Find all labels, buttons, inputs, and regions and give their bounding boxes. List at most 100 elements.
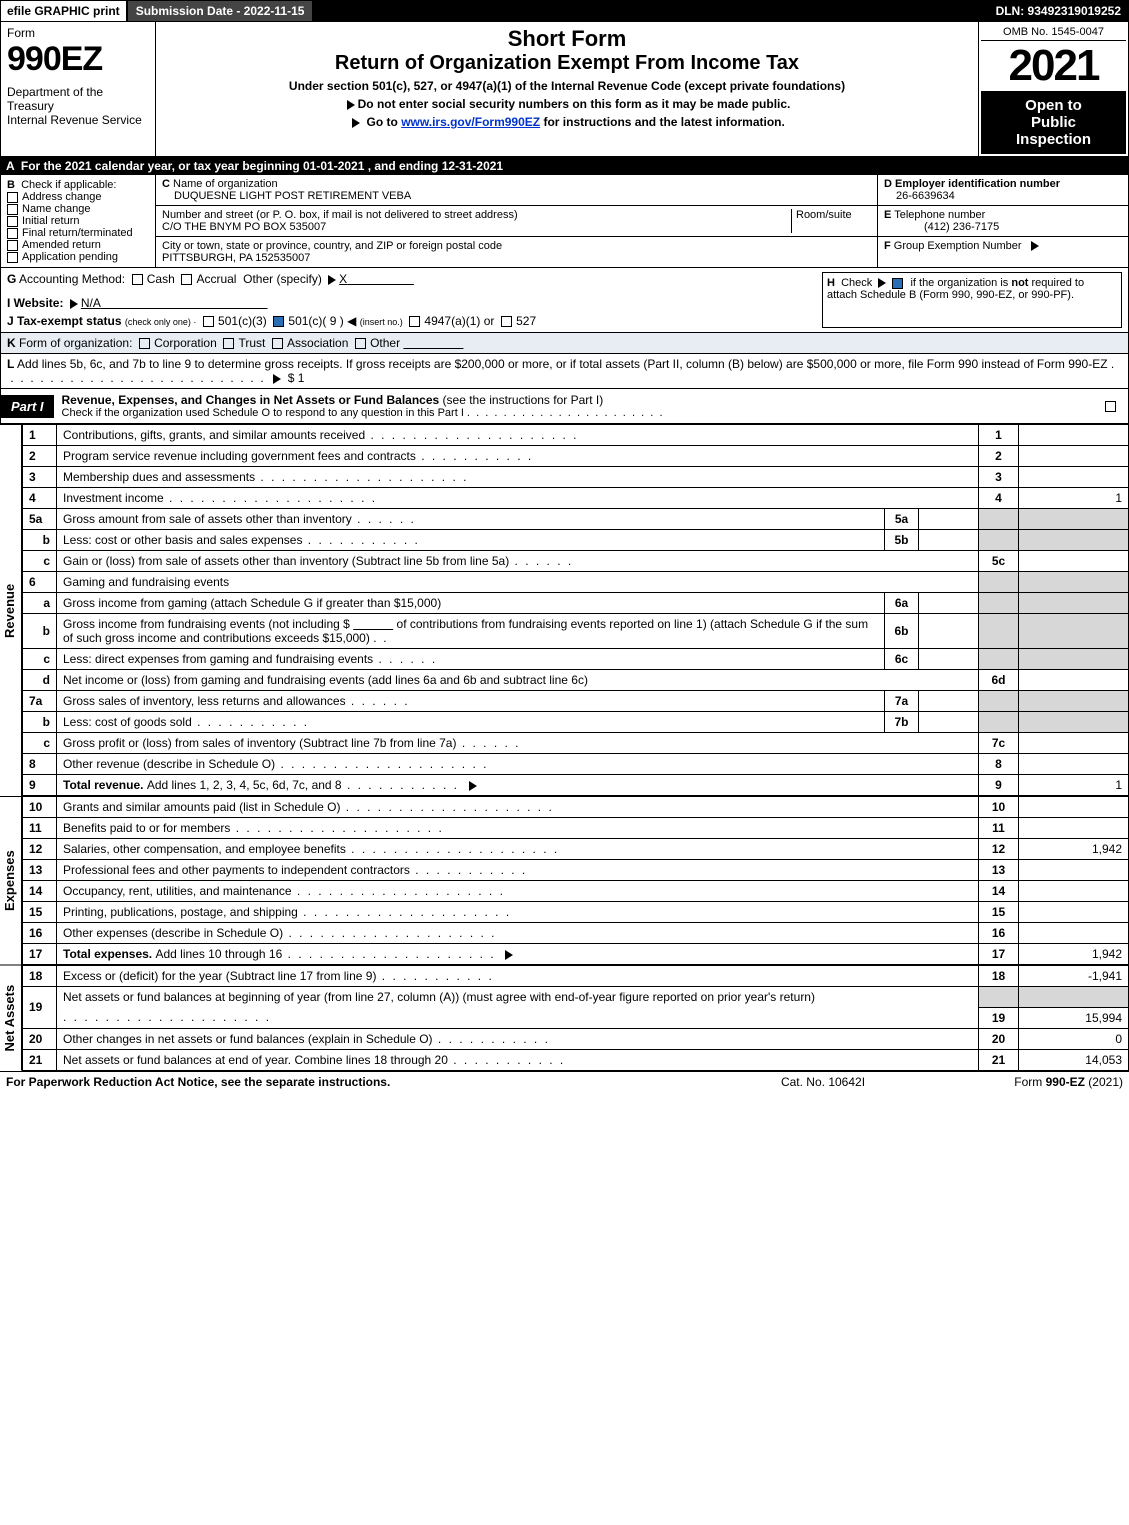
- line-num: c: [23, 733, 57, 754]
- h-pre: Check: [841, 277, 872, 289]
- table-row: 8Other revenue (describe in Schedule O)8: [23, 754, 1129, 775]
- line-ref: 5c: [979, 551, 1019, 572]
- j-o4: 527: [516, 314, 536, 328]
- chk-527[interactable]: [501, 316, 512, 327]
- line-num: b: [23, 530, 57, 551]
- g-label: Accounting Method:: [19, 272, 125, 286]
- r17-bold: Total expenses.: [63, 947, 155, 961]
- line-num: 12: [23, 839, 57, 860]
- line-num: 19: [23, 987, 57, 1029]
- dept-treasury: Department of the Treasury: [7, 85, 149, 113]
- line-ref: 6d: [979, 670, 1019, 691]
- k-o4: Other: [370, 336, 400, 350]
- chk-amended-return[interactable]: [7, 240, 18, 251]
- grey-cell: [1019, 572, 1129, 593]
- table-row: 5aGross amount from sale of assets other…: [23, 509, 1129, 530]
- table-row: bLess: cost or other basis and sales exp…: [23, 530, 1129, 551]
- grey-cell: [1019, 712, 1129, 733]
- chk-part-i-schedule-o[interactable]: [1105, 401, 1116, 412]
- chk-4947[interactable]: [409, 316, 420, 327]
- c-city: City or town, state or province, country…: [156, 237, 878, 267]
- line-val: [1019, 446, 1129, 467]
- chk-name-change[interactable]: [7, 204, 18, 215]
- line-desc: Gross profit or (loss) from sales of inv…: [57, 733, 979, 754]
- header-left: Form 990EZ Department of the Treasury In…: [1, 22, 156, 156]
- line-desc: Other expenses (describe in Schedule O): [57, 923, 979, 944]
- note-goto: Go to www.irs.gov/Form990EZ for instruct…: [162, 115, 972, 129]
- chk-association[interactable]: [272, 338, 283, 349]
- table-row: 18Excess or (deficit) for the year (Subt…: [23, 966, 1129, 987]
- netassets-section: Net Assets 18Excess or (deficit) for the…: [0, 965, 1129, 1071]
- g-other-value: X: [339, 272, 347, 286]
- revenue-section: Revenue 1Contributions, gifts, grants, a…: [0, 424, 1129, 796]
- line-desc: Occupancy, rent, utilities, and maintena…: [57, 881, 979, 902]
- tax-year: 2021: [981, 41, 1126, 91]
- mid-val: [919, 530, 979, 551]
- form-header: Form 990EZ Department of the Treasury In…: [0, 22, 1129, 157]
- line-val: [1019, 551, 1129, 572]
- k-label: Form of organization:: [19, 336, 132, 350]
- chk-accrual[interactable]: [181, 274, 192, 285]
- table-row: cLess: direct expenses from gaming and f…: [23, 649, 1129, 670]
- section-b: B Check if applicable: Address change Na…: [1, 175, 156, 267]
- line-num: 9: [23, 775, 57, 796]
- chk-cash[interactable]: [132, 274, 143, 285]
- table-row: 9Total revenue. Add lines 1, 2, 3, 4, 5c…: [23, 775, 1129, 796]
- line-num: 3: [23, 467, 57, 488]
- line-desc: Program service revenue including govern…: [57, 446, 979, 467]
- chk-schedule-b[interactable]: [892, 278, 903, 289]
- line-desc: Benefits paid to or for members: [57, 818, 979, 839]
- chk-other-org[interactable]: [355, 338, 366, 349]
- line-num: 13: [23, 860, 57, 881]
- grey-cell: [1019, 987, 1129, 1008]
- grey-cell: [1019, 593, 1129, 614]
- triangle-icon: [347, 100, 355, 110]
- grey-cell: [1019, 509, 1129, 530]
- chk-initial-return[interactable]: [7, 216, 18, 227]
- line-val: [1019, 860, 1129, 881]
- line-ref: 10: [979, 797, 1019, 818]
- chk-trust[interactable]: [223, 338, 234, 349]
- table-row: 19Net assets or fund balances at beginni…: [23, 987, 1129, 1008]
- mid-val: [919, 712, 979, 733]
- line-desc: Less: direct expenses from gaming and fu…: [57, 649, 885, 670]
- table-row: 20Other changes in net assets or fund ba…: [23, 1028, 1129, 1049]
- org-city: PITTSBURGH, PA 152535007: [162, 252, 310, 264]
- j-o3: 4947(a)(1) or: [424, 314, 494, 328]
- mid-ref: 7b: [885, 712, 919, 733]
- line-ref: 18: [979, 966, 1019, 987]
- note-ssn-text: Do not enter social security numbers on …: [358, 97, 791, 111]
- table-row: 21Net assets or fund balances at end of …: [23, 1049, 1129, 1070]
- line-ref: 2: [979, 446, 1019, 467]
- line-num: 8: [23, 754, 57, 775]
- chk-address-change[interactable]: [7, 192, 18, 203]
- line-num: 17: [23, 944, 57, 965]
- k-o2: Trust: [238, 336, 265, 350]
- part-i-title-text: Revenue, Expenses, and Changes in Net As…: [62, 393, 440, 407]
- chk-501c3[interactable]: [203, 316, 214, 327]
- website-value: N/A: [81, 296, 101, 310]
- goto-pre: Go to: [367, 115, 402, 129]
- i-website: I Website: N/A: [7, 296, 814, 310]
- j-o2b: 9: [330, 314, 337, 328]
- line-val: [1019, 797, 1129, 818]
- triangle-icon: [1031, 241, 1039, 251]
- h-not: not: [1011, 277, 1028, 289]
- line-ref: 21: [979, 1049, 1019, 1070]
- chk-501c[interactable]: [273, 316, 284, 327]
- g-accrual: Accrual: [196, 272, 236, 286]
- chk-application-pending[interactable]: [7, 252, 18, 263]
- chk-final-return[interactable]: [7, 228, 18, 239]
- chk-corporation[interactable]: [139, 338, 150, 349]
- note-ssn: Do not enter social security numbers on …: [162, 97, 972, 111]
- line-desc: Contributions, gifts, grants, and simila…: [57, 425, 979, 446]
- line-ref: 17: [979, 944, 1019, 965]
- line-ref: 3: [979, 467, 1019, 488]
- table-row: dNet income or (loss) from gaming and fu…: [23, 670, 1129, 691]
- table-row: 17Total expenses. Add lines 10 through 1…: [23, 944, 1129, 965]
- irs-link[interactable]: www.irs.gov/Form990EZ: [401, 115, 540, 129]
- line-num: a: [23, 593, 57, 614]
- line-desc: Gaming and fundraising events: [57, 572, 979, 593]
- j-tax-status: J Tax-exempt status (check only one) · 5…: [7, 314, 814, 328]
- efile-print[interactable]: efile GRAPHIC print: [0, 0, 127, 22]
